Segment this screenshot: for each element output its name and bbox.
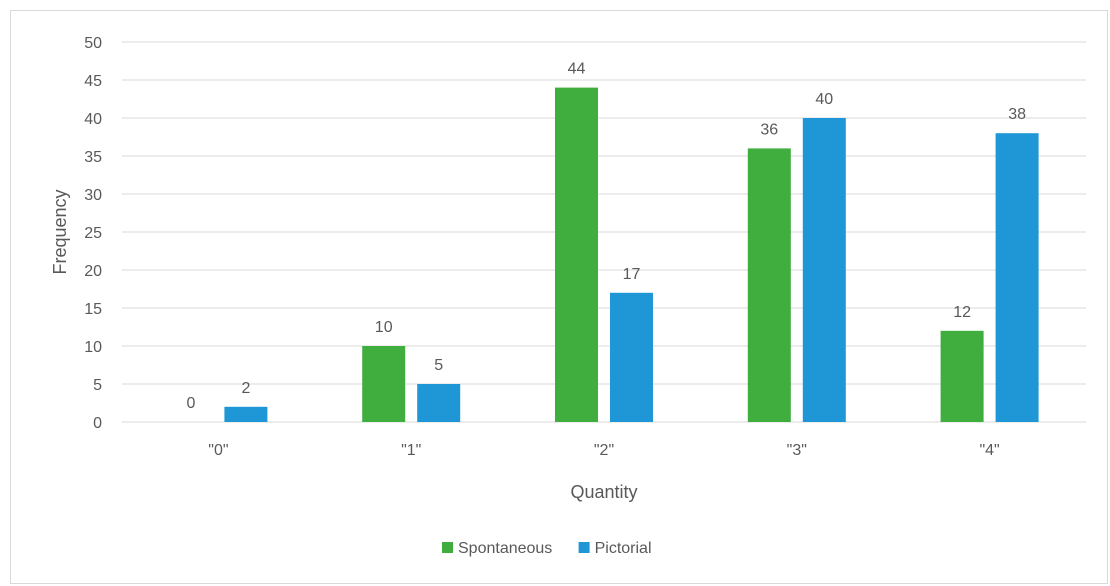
y-tick-label: 25 xyxy=(84,225,102,242)
x-tick-label: "2" xyxy=(594,442,614,459)
data-label: 40 xyxy=(815,91,833,108)
y-tick-label: 40 xyxy=(84,111,102,128)
y-tick-label: 50 xyxy=(84,35,102,52)
data-label: 38 xyxy=(1008,106,1026,123)
data-label: 2 xyxy=(241,380,250,397)
y-tick-label: 15 xyxy=(84,301,102,318)
legend-label: Spontaneous xyxy=(458,540,552,557)
legend-swatch xyxy=(442,542,453,553)
data-label: 44 xyxy=(568,61,586,78)
x-tick-label: "3" xyxy=(787,442,807,459)
bar-pictorial xyxy=(224,406,268,422)
legend-item-pictorial: Pictorial xyxy=(578,540,652,557)
data-label: 0 xyxy=(186,395,195,412)
y-axis-ticks: 0 5 10 15 20 25 30 35 40 45 50 xyxy=(84,35,102,432)
y-tick-label: 20 xyxy=(84,263,102,280)
y-tick-label: 45 xyxy=(84,73,102,90)
y-tick-label: 35 xyxy=(84,149,102,166)
legend: Spontaneous Pictorial xyxy=(442,540,652,557)
bar-spontaneous xyxy=(940,330,984,422)
data-label: 5 xyxy=(434,357,443,374)
x-axis-ticks: "0" "1" "2" "3" "4" xyxy=(208,442,999,459)
x-tick-label: "0" xyxy=(208,442,228,459)
gridlines xyxy=(122,41,1086,423)
data-label: 36 xyxy=(760,121,778,138)
data-labels: 0 2 10 5 44 17 36 40 12 38 xyxy=(186,61,1026,412)
bars xyxy=(224,87,1039,422)
data-label: 10 xyxy=(375,319,393,336)
x-axis-title: Quantity xyxy=(570,482,637,502)
legend-swatch xyxy=(578,542,590,553)
bar-pictorial xyxy=(417,384,461,422)
bar-spontaneous xyxy=(362,346,406,422)
y-tick-label: 5 xyxy=(93,377,102,394)
y-axis-title: Frequency xyxy=(50,189,70,274)
x-tick-label: "4" xyxy=(979,442,999,459)
y-tick-label: 30 xyxy=(84,187,102,204)
data-label: 12 xyxy=(953,304,971,321)
bar-pictorial xyxy=(610,292,653,422)
bar-pictorial xyxy=(995,133,1039,422)
legend-label: Pictorial xyxy=(595,540,652,557)
data-label: 17 xyxy=(623,266,641,283)
bar-pictorial xyxy=(802,118,846,422)
bar-spontaneous xyxy=(555,87,598,422)
bar-spontaneous xyxy=(747,148,791,422)
legend-item-spontaneous: Spontaneous xyxy=(442,540,552,557)
y-tick-label: 10 xyxy=(84,339,102,356)
y-tick-label: 0 xyxy=(93,415,102,432)
x-tick-label: "1" xyxy=(401,442,421,459)
